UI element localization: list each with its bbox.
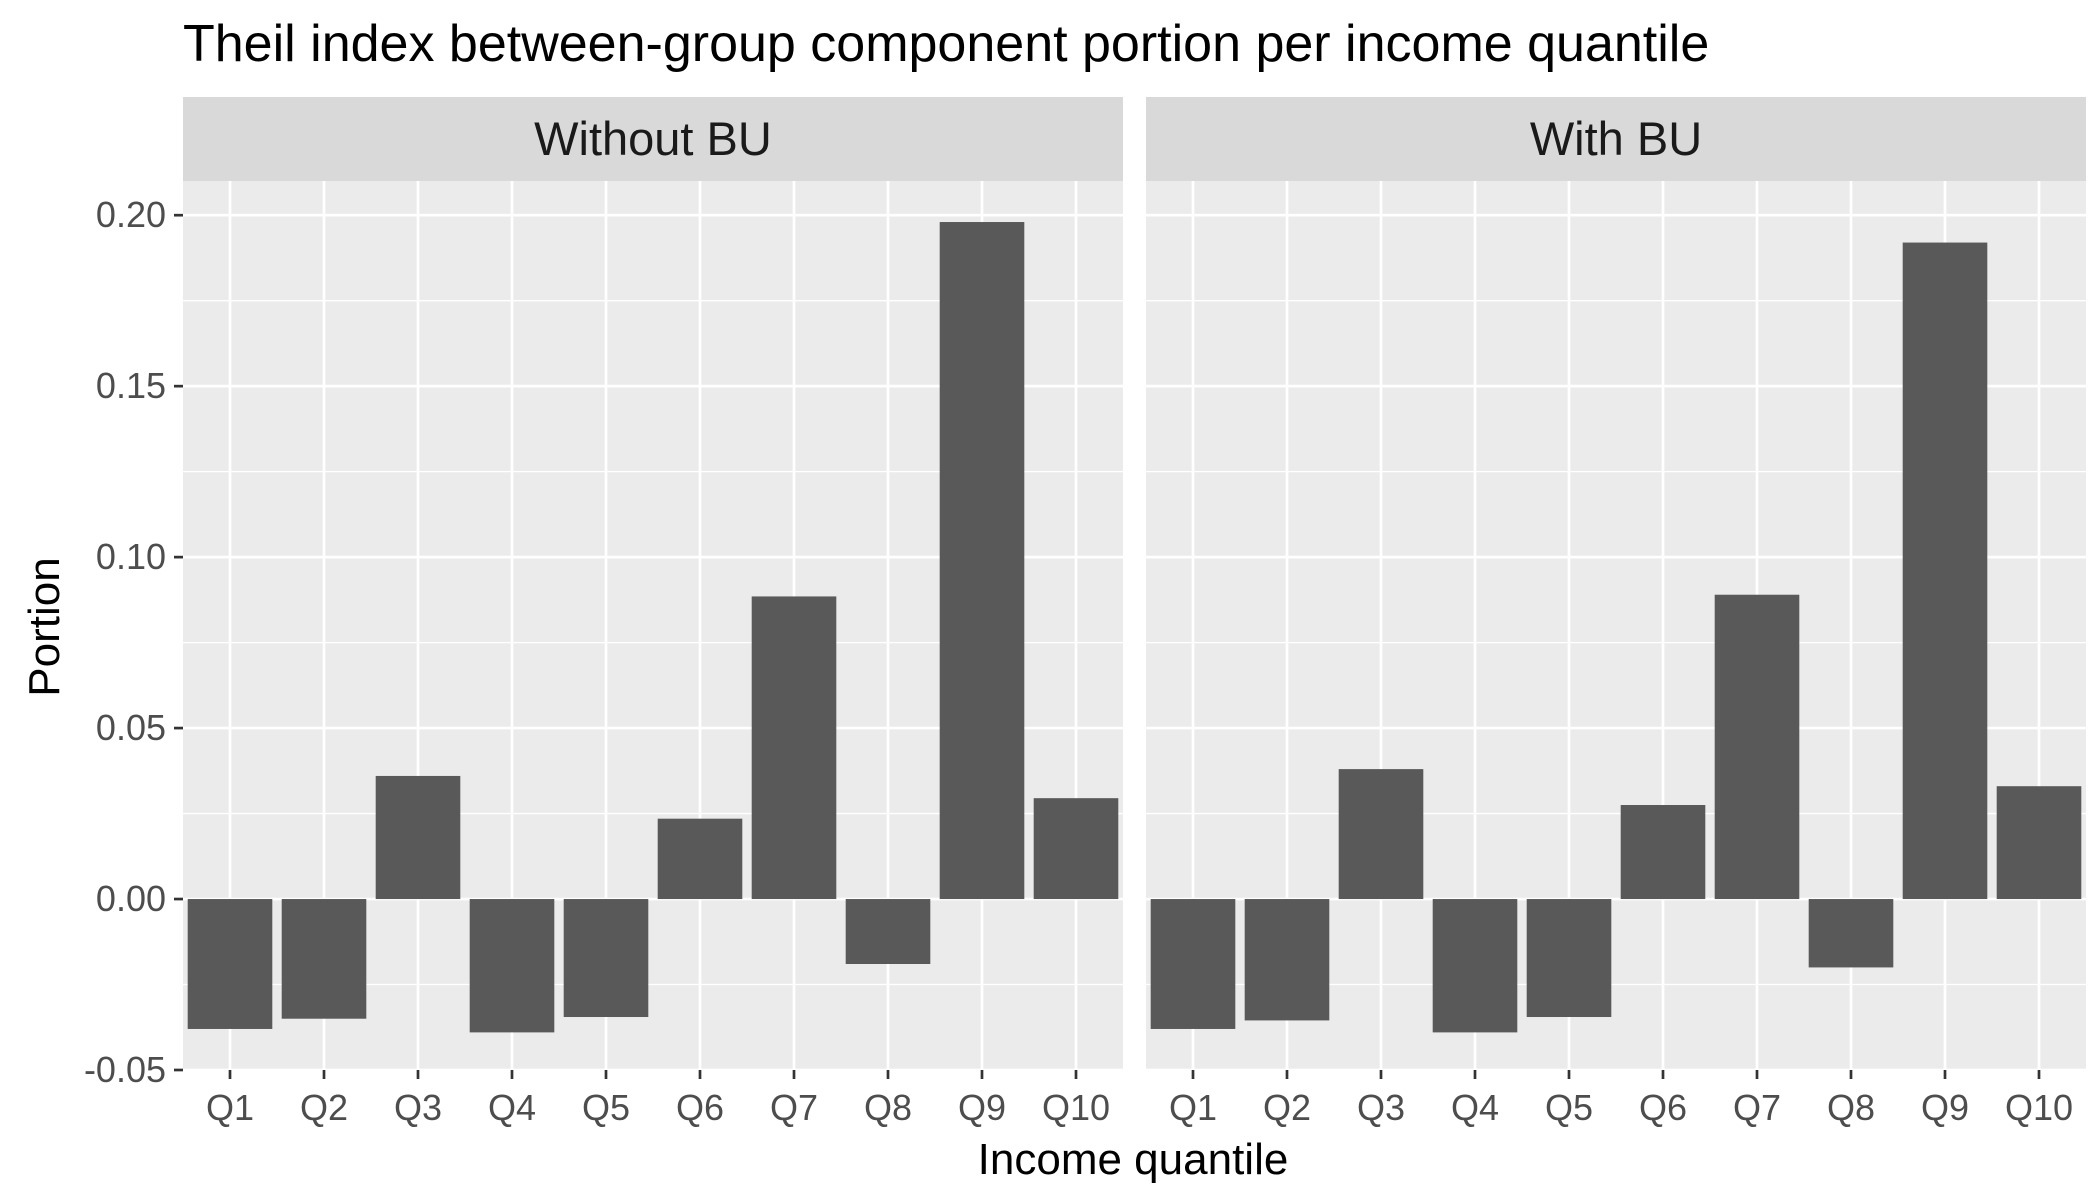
- facet-panel: With BU Q1 Q2 Q3 Q4 Q5 Q6 Q7 Q8 Q9 Q10: [1146, 97, 2086, 1128]
- bar-q1: [1150, 899, 1236, 1029]
- x-tick-label: Q9: [958, 1087, 1006, 1128]
- x-tick-label: Q3: [1357, 1087, 1405, 1128]
- y-axis: -0.05 0.00 0.05 0.10 0.15 0.20: [84, 194, 183, 1090]
- x-tick-label: Q6: [1639, 1087, 1687, 1128]
- x-tick-label: Q9: [1921, 1087, 1969, 1128]
- x-tick-label: Q8: [1827, 1087, 1875, 1128]
- x-tick-label: Q6: [676, 1087, 724, 1128]
- x-tick-label: Q10: [2005, 1087, 2073, 1128]
- y-axis-title: Portion: [20, 557, 69, 696]
- x-tick-label: Q4: [488, 1087, 536, 1128]
- y-tick-label: 0.20: [96, 194, 166, 235]
- facet-panels: Without BU Q1 Q2 Q3 Q4 Q5 Q6 Q7 Q8 Q9 Q10 With BU Q1…: [183, 97, 2086, 1128]
- bar-q4: [469, 899, 555, 1033]
- facet-strip: [1146, 97, 2086, 181]
- bar-q9: [939, 222, 1025, 900]
- x-tick-label: Q5: [1545, 1087, 1593, 1128]
- bar-q7: [1714, 594, 1800, 900]
- facet-strip-label: Without BU: [534, 112, 772, 165]
- y-tick-label: 0.00: [96, 878, 166, 919]
- x-tick-label: Q7: [1733, 1087, 1781, 1128]
- facet-strip: [183, 97, 1123, 181]
- x-tick-label: Q10: [1042, 1087, 1110, 1128]
- bar-q9: [1902, 242, 1988, 900]
- bar-q8: [845, 899, 931, 965]
- x-tick-label: Q7: [770, 1087, 818, 1128]
- x-tick-label: Q1: [206, 1087, 254, 1128]
- bar-q10: [1033, 798, 1119, 900]
- bar-q3: [375, 775, 461, 900]
- x-tick-label: Q5: [582, 1087, 630, 1128]
- bar-q2: [281, 899, 367, 1019]
- bar-q8: [1808, 899, 1894, 968]
- x-tick-label: Q2: [1263, 1087, 1311, 1128]
- y-tick-label: -0.05: [84, 1049, 166, 1090]
- facet-strip-label: With BU: [1530, 112, 1702, 165]
- bar-q6: [1620, 805, 1706, 900]
- bar-q4: [1432, 899, 1518, 1033]
- x-tick-label: Q3: [394, 1087, 442, 1128]
- bar-q10: [1996, 786, 2082, 900]
- y-tick-label: 0.10: [96, 536, 166, 577]
- bar-q3: [1338, 769, 1424, 900]
- x-tick-label: Q8: [864, 1087, 912, 1128]
- bar-q6: [657, 818, 743, 900]
- bar-q5: [1526, 899, 1612, 1018]
- y-tick-label: 0.15: [96, 365, 166, 406]
- x-tick-label: Q1: [1169, 1087, 1217, 1128]
- bar-q2: [1244, 899, 1330, 1021]
- facet-panel: Without BU Q1 Q2 Q3 Q4 Q5 Q6 Q7 Q8 Q9 Q10: [183, 97, 1123, 1128]
- y-tick-label: 0.05: [96, 707, 166, 748]
- bar-q5: [563, 899, 649, 1018]
- x-tick-label: Q2: [300, 1087, 348, 1128]
- x-tick-label: Q4: [1451, 1087, 1499, 1128]
- x-axis-title: Income quantile: [978, 1135, 1289, 1184]
- bar-q1: [187, 899, 273, 1029]
- chart-title: Theil index between-group component port…: [183, 15, 1709, 73]
- bar-q7: [751, 596, 837, 900]
